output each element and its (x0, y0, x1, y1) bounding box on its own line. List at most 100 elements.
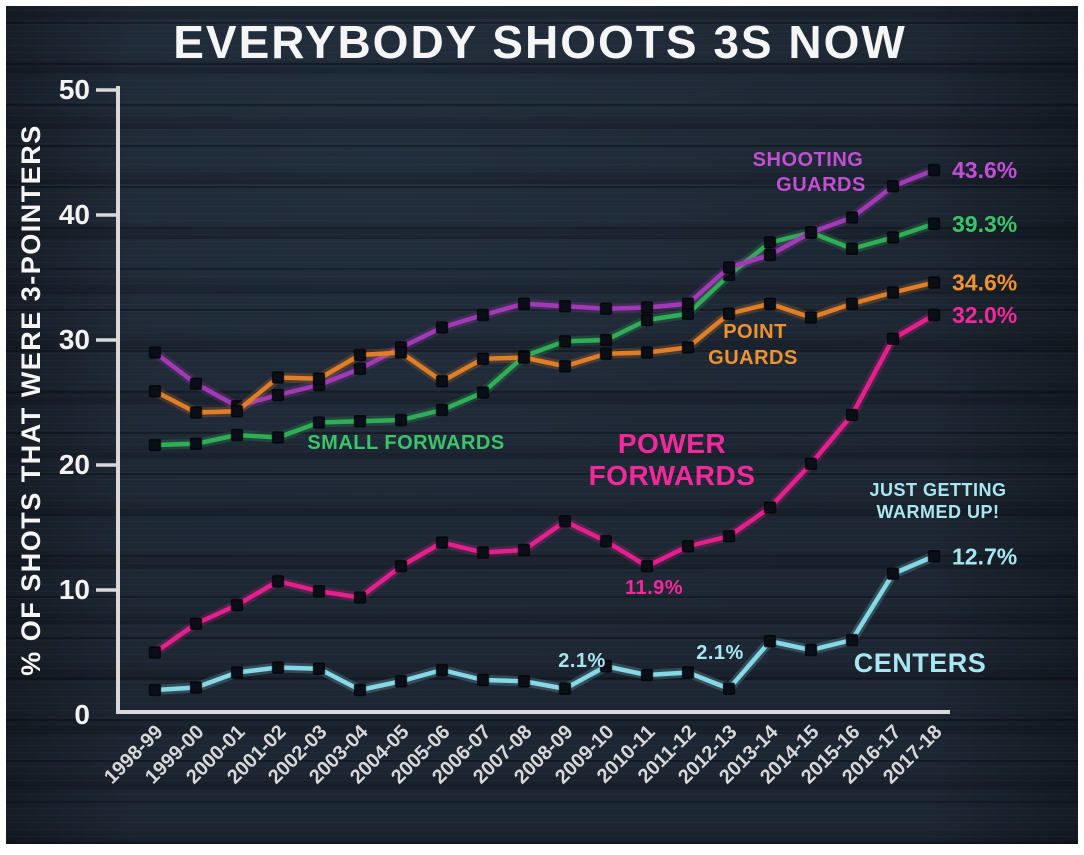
data-point-centers (271, 661, 285, 674)
label-point-guards-line1: POINT (723, 321, 787, 343)
data-point-point-guards (640, 346, 654, 359)
data-point-centers (230, 666, 244, 679)
data-point-power-forwards (927, 308, 941, 322)
data-point-power-forwards (886, 332, 900, 345)
data-point-power-forwards (189, 617, 203, 630)
end-label-shooting-guards: 43.6% (952, 157, 1017, 183)
data-point-power-forwards (599, 535, 613, 548)
data-point-power-forwards (476, 546, 490, 559)
data-point-point-guards (763, 297, 777, 310)
series-line-power-forwards (152, 312, 937, 655)
end-label-power-forwards: 32.0% (952, 302, 1017, 328)
data-point-centers (148, 683, 162, 697)
data-point-shooting-guards (558, 300, 572, 313)
series-line-centers (152, 554, 937, 693)
data-point-small-forwards (599, 333, 613, 347)
label-shooting-guards-line1: SHOOTING (753, 149, 864, 171)
label-small-forwards: SMALL FORWARDS (307, 432, 504, 454)
value-pf-2010-11: 11.9% (625, 577, 683, 599)
data-point-centers (927, 550, 941, 563)
data-point-small-forwards (271, 431, 285, 444)
data-point-centers (353, 683, 367, 697)
data-point-shooting-guards (804, 226, 818, 239)
data-point-centers (517, 675, 531, 688)
series-glow-shooting-guards (150, 165, 939, 412)
data-point-power-forwards (845, 408, 859, 422)
chart-svg: EVERYBODY SHOOTS 3S NOW % OF SHOTS THAT W… (16, 16, 1017, 788)
chart-title: EVERYBODY SHOOTS 3S NOW (173, 16, 907, 68)
data-point-point-guards (845, 297, 859, 310)
data-point-point-guards (312, 372, 326, 385)
data-point-shooting-guards (640, 301, 654, 314)
y-tick-label: 30 (59, 324, 90, 355)
data-point-centers (558, 682, 572, 695)
data-point-power-forwards (763, 501, 777, 514)
data-point-point-guards (927, 276, 941, 289)
data-point-point-guards (271, 371, 285, 384)
data-point-power-forwards (312, 585, 326, 598)
data-point-shooting-guards (517, 297, 531, 310)
y-tick-label: 0 (74, 699, 90, 730)
series-glow-small-forwards (150, 218, 939, 450)
data-point-small-forwards (435, 403, 449, 417)
data-point-centers (763, 635, 777, 648)
data-point-power-forwards (148, 646, 162, 659)
y-tick-label: 50 (59, 74, 90, 105)
data-point-small-forwards (763, 236, 777, 249)
data-point-power-forwards (804, 457, 818, 470)
chart-background: EVERYBODY SHOOTS 3S NOW % OF SHOTS THAT W… (6, 6, 1078, 844)
data-point-point-guards (804, 311, 818, 324)
data-point-point-guards (394, 346, 408, 359)
data-point-power-forwards (353, 591, 367, 604)
y-axis-title: % OF SHOTS THAT WERE 3-POINTERS (16, 124, 46, 676)
data-point-small-forwards (353, 415, 367, 428)
data-point-point-guards (148, 385, 162, 398)
data-point-point-guards (435, 375, 449, 388)
y-tick-label: 20 (59, 449, 90, 480)
data-point-shooting-guards (927, 163, 941, 177)
data-point-power-forwards (681, 540, 695, 553)
data-point-centers (599, 660, 613, 673)
data-point-centers (394, 675, 408, 688)
data-point-point-guards (599, 347, 613, 360)
data-point-power-forwards (271, 575, 285, 588)
data-point-shooting-guards (148, 346, 162, 359)
data-point-shooting-guards (435, 321, 449, 334)
data-point-small-forwards (312, 416, 326, 429)
data-point-power-forwards (517, 543, 531, 557)
data-point-shooting-guards (763, 248, 777, 262)
end-label-centers: 12.7% (952, 543, 1017, 569)
data-point-shooting-guards (845, 211, 859, 224)
data-point-point-guards (722, 307, 736, 320)
data-point-centers (476, 673, 490, 687)
series-line-small-forwards (152, 221, 937, 448)
label-point-guards-line2: GUARDS (708, 347, 798, 369)
end-label-point-guards: 34.6% (952, 270, 1017, 296)
data-point-shooting-guards (599, 302, 613, 315)
data-point-power-forwards (722, 530, 736, 543)
data-point-shooting-guards (681, 297, 695, 310)
value-c-2012-13: 2.1% (696, 642, 744, 664)
data-point-shooting-guards (722, 261, 736, 274)
y-tick-label: 10 (59, 574, 90, 605)
data-point-small-forwards (845, 242, 859, 255)
data-point-centers (722, 682, 736, 695)
data-point-centers (886, 567, 900, 580)
data-point-power-forwards (558, 515, 572, 528)
data-point-point-guards (189, 406, 203, 419)
data-point-shooting-guards (271, 388, 285, 402)
data-point-point-guards (886, 286, 900, 299)
data-point-small-forwards (189, 437, 203, 450)
data-point-small-forwards (394, 413, 408, 427)
data-point-power-forwards (230, 598, 244, 612)
data-point-small-forwards (927, 217, 941, 230)
data-point-small-forwards (558, 335, 572, 348)
data-point-small-forwards (640, 313, 654, 327)
data-point-point-guards (681, 341, 695, 354)
data-point-centers (189, 681, 203, 694)
label-shooting-guards-line2: GUARDS (776, 174, 866, 196)
data-point-power-forwards (394, 560, 408, 573)
data-point-small-forwards (148, 438, 162, 452)
data-point-centers (804, 643, 818, 657)
